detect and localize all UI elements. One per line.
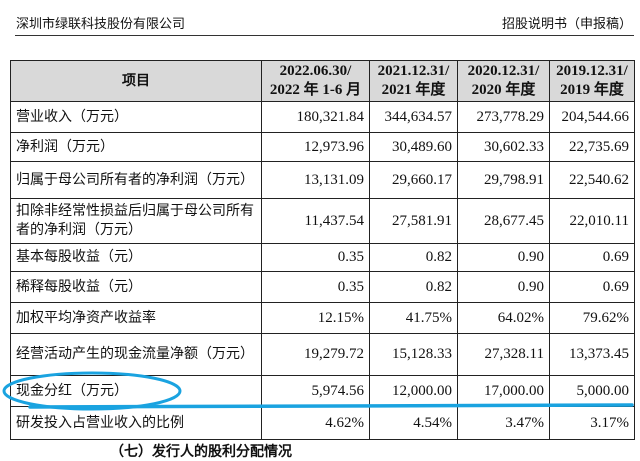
company-name: 深圳市绿联科技股份有限公司	[16, 17, 186, 32]
cell-value: 30,489.60	[369, 132, 458, 162]
table-row: 基本每股收益（元） 0.35 0.82 0.90 0.69	[10, 243, 635, 272]
cell-value: 5,000.00	[549, 375, 635, 407]
cell-value: 41.75%	[369, 302, 458, 334]
cell-value: 27,328.11	[457, 333, 550, 376]
table-header-row: 项目 2022.06.30/2022 年 1-6 月 2021.12.31/20…	[10, 60, 635, 102]
cell-value: 15,128.33	[369, 333, 458, 376]
column-header-2020: 2020.12.31/2020 年度	[457, 60, 550, 102]
cell-value: 5,974.56	[261, 375, 370, 407]
cell-value: 29,798.91	[457, 161, 550, 199]
header-line: 2020 年度	[471, 82, 536, 98]
row-label: 扣除非经常性损益后归属于母公司所有者的净利润（万元）	[10, 198, 262, 244]
header-line: 2020.12.31/	[467, 63, 540, 79]
cell-value: 27,581.91	[369, 198, 458, 244]
table-row: 加权平均净资产收益率 12.15% 41.75% 64.02% 79.62%	[10, 302, 635, 334]
row-label: 现金分红（万元）	[10, 375, 262, 407]
next-section-heading-partial: （七）发行人的股利分配情况	[110, 444, 292, 460]
row-label: 加权平均净资产收益率	[10, 302, 262, 334]
cell-value: 79.62%	[549, 302, 635, 334]
cell-value: 344,634.57	[369, 101, 458, 133]
header-divider	[15, 35, 634, 36]
header-line: 2021.12.31/	[377, 63, 450, 79]
cell-value: 204,544.66	[549, 101, 635, 133]
cell-value: 12.15%	[261, 302, 370, 334]
row-label: 研发投入占营业收入的比例	[10, 406, 262, 440]
table-row: 现金分红（万元） 5,974.56 12,000.00 17,000.00 5,000.…	[10, 375, 635, 407]
column-header-2022h1: 2022.06.30/2022 年 1-6 月	[261, 60, 370, 102]
table-row: 稀释每股收益（元） 0.35 0.82 0.90 0.69	[10, 271, 635, 303]
cell-value: 4.62%	[261, 406, 370, 440]
cell-value: 64.02%	[457, 302, 550, 334]
row-label: 经营活动产生的现金流量净额（万元）	[10, 333, 262, 376]
cell-value: 13,131.09	[261, 161, 370, 199]
table-row: 归属于母公司所有者的净利润（万元） 13,131.09 29,660.17 29,79…	[10, 161, 635, 199]
row-label: 净利润（万元）	[10, 132, 262, 162]
cell-value: 0.35	[261, 271, 370, 303]
header-line: 2022.06.30/	[279, 63, 352, 79]
cell-value: 29,660.17	[369, 161, 458, 199]
cell-value: 0.82	[369, 243, 458, 272]
column-header-2021: 2021.12.31/2021 年度	[369, 60, 458, 102]
table-row: 经营活动产生的现金流量净额（万元） 19,279.72 15,128.33 27,32…	[10, 333, 635, 376]
cell-value: 28,677.45	[457, 198, 550, 244]
row-label: 基本每股收益（元）	[10, 243, 262, 272]
table-row: 扣除非经常性损益后归属于母公司所有者的净利润（万元） 11,437.54 27,58…	[10, 198, 635, 244]
cell-value: 22,540.62	[549, 161, 635, 199]
cell-value: 3.17%	[549, 406, 635, 440]
cell-value: 30,602.33	[457, 132, 550, 162]
cell-value: 0.35	[261, 243, 370, 272]
cell-value: 0.82	[369, 271, 458, 303]
cell-value: 12,973.96	[261, 132, 370, 162]
header-line: 2022 年 1-6 月	[269, 82, 362, 98]
row-label: 稀释每股收益（元）	[10, 271, 262, 303]
table-row: 净利润（万元） 12,973.96 30,489.60 30,602.33 22,735…	[10, 132, 635, 162]
table-row: 营业收入（万元） 180,321.84 344,634.57 273,778.29 20…	[10, 101, 635, 133]
cell-value: 22,735.69	[549, 132, 635, 162]
cell-value: 17,000.00	[457, 375, 550, 407]
cell-value: 0.69	[549, 271, 635, 303]
cell-value: 19,279.72	[261, 333, 370, 376]
column-header-item: 项目	[10, 60, 262, 102]
cell-value: 22,010.11	[549, 198, 635, 244]
header-line: 2019 年度	[560, 82, 624, 98]
cell-value: 180,321.84	[261, 101, 370, 133]
document-type: 招股说明书（申报稿）	[501, 17, 632, 32]
row-label: 营业收入（万元）	[10, 101, 262, 133]
cell-value: 0.90	[457, 271, 550, 303]
cell-value: 12,000.00	[369, 375, 458, 407]
header-line: 2019.12.31/	[556, 63, 628, 79]
column-header-2019: 2019.12.31/2019 年度	[549, 60, 635, 102]
cell-value: 3.47%	[457, 406, 550, 440]
financial-summary-table: 项目 2022.06.30/2022 年 1-6 月 2021.12.31/20…	[10, 60, 635, 440]
table-row: 研发投入占营业收入的比例 4.62% 4.54% 3.47% 3.17%	[10, 406, 635, 440]
cell-value: 11,437.54	[261, 198, 370, 244]
row-label: 归属于母公司所有者的净利润（万元）	[10, 161, 262, 199]
header-line: 2021 年度	[381, 82, 446, 98]
cell-value: 0.69	[549, 243, 635, 272]
cell-value: 273,778.29	[457, 101, 550, 133]
cell-value: 13,373.45	[549, 333, 635, 376]
cell-value: 4.54%	[369, 406, 458, 440]
cell-value: 0.90	[457, 243, 550, 272]
